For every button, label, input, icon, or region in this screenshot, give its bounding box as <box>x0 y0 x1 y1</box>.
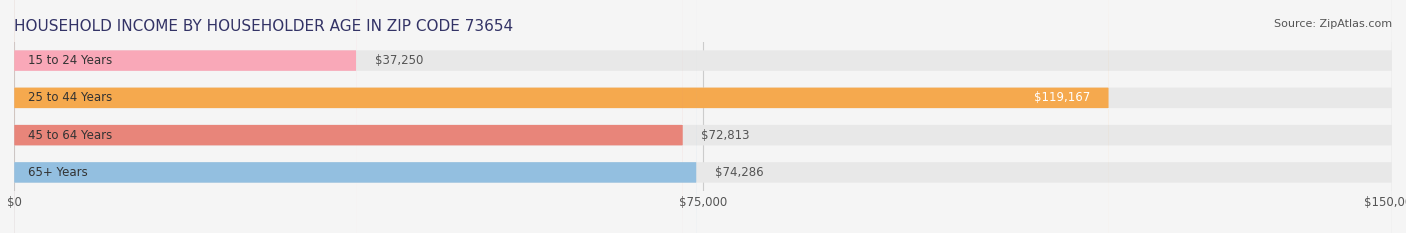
Text: $72,813: $72,813 <box>702 129 749 142</box>
FancyBboxPatch shape <box>14 0 356 233</box>
FancyBboxPatch shape <box>14 0 1392 233</box>
FancyBboxPatch shape <box>14 0 1392 233</box>
Text: $74,286: $74,286 <box>714 166 763 179</box>
FancyBboxPatch shape <box>14 0 683 233</box>
FancyBboxPatch shape <box>14 0 1392 233</box>
Text: $37,250: $37,250 <box>374 54 423 67</box>
FancyBboxPatch shape <box>14 0 696 233</box>
Text: 45 to 64 Years: 45 to 64 Years <box>28 129 112 142</box>
FancyBboxPatch shape <box>14 0 1109 233</box>
Text: Source: ZipAtlas.com: Source: ZipAtlas.com <box>1274 19 1392 29</box>
Text: 25 to 44 Years: 25 to 44 Years <box>28 91 112 104</box>
Text: $119,167: $119,167 <box>1033 91 1090 104</box>
Text: HOUSEHOLD INCOME BY HOUSEHOLDER AGE IN ZIP CODE 73654: HOUSEHOLD INCOME BY HOUSEHOLDER AGE IN Z… <box>14 19 513 34</box>
FancyBboxPatch shape <box>14 0 1392 233</box>
Text: 15 to 24 Years: 15 to 24 Years <box>28 54 112 67</box>
Text: 65+ Years: 65+ Years <box>28 166 87 179</box>
